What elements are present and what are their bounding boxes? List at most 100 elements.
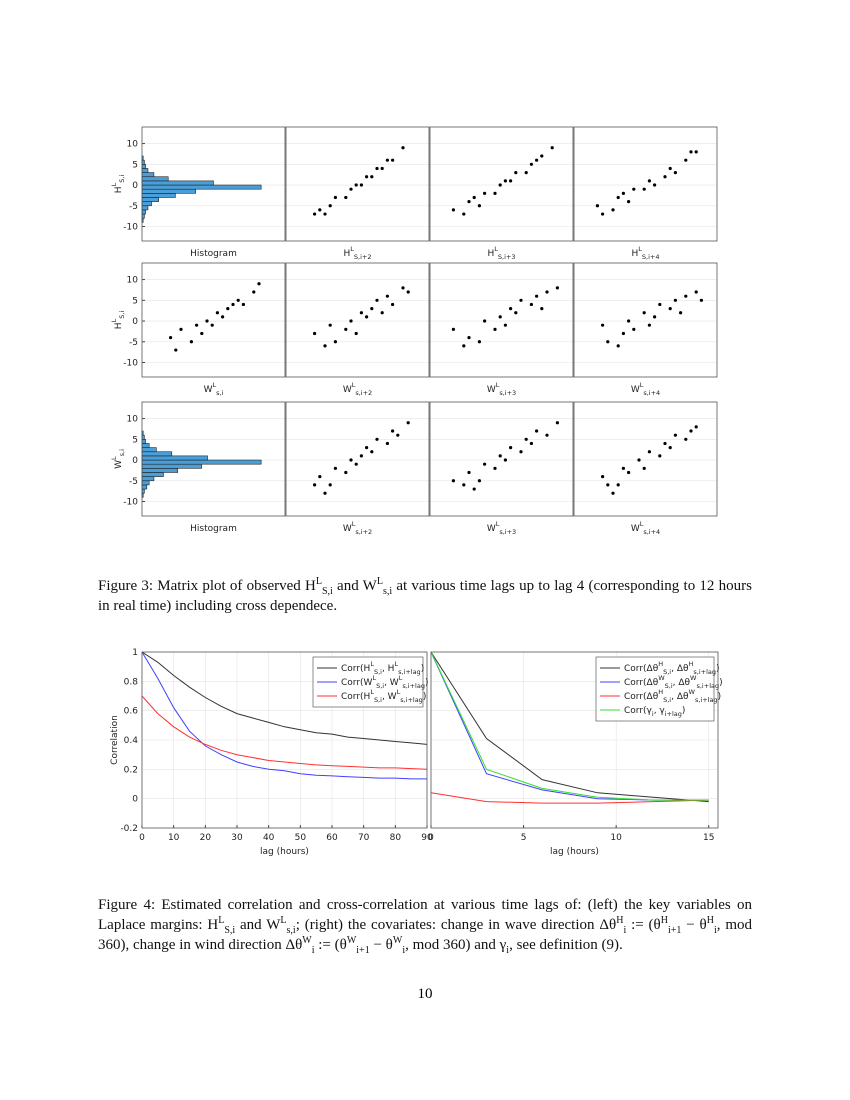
- scatter-point: [529, 441, 534, 446]
- scatter-point: [354, 183, 358, 187]
- panel-frame: [429, 126, 574, 242]
- scatter-point: [606, 483, 610, 487]
- scatter-point: [653, 183, 657, 187]
- y-tick-label: -0.2: [120, 824, 138, 834]
- scatter-point: [673, 298, 678, 302]
- scatter-point: [555, 286, 560, 290]
- scatter-point: [359, 311, 363, 315]
- scatter-point: [621, 191, 626, 195]
- scatter-point: [328, 323, 332, 327]
- scatter-point: [555, 421, 560, 425]
- histogram-bar: [141, 459, 262, 465]
- histogram-bar: [141, 193, 176, 198]
- scatter-point: [323, 212, 327, 216]
- scatter-point: [611, 491, 615, 495]
- scatter-point: [318, 475, 322, 479]
- legend-label: Corr(WLS,i, WLs,i+lag): [341, 674, 428, 690]
- scatter-point: [215, 311, 219, 315]
- scatter-point: [313, 483, 317, 487]
- x-axis-label: HLS,i+4: [632, 245, 660, 261]
- scatter-point: [606, 340, 610, 344]
- histogram-bar: [141, 205, 149, 211]
- panel-frame: [573, 126, 718, 242]
- series-line: [430, 651, 709, 801]
- x-axis-label: WLs,i+3: [487, 381, 516, 397]
- scatter-point: [616, 483, 620, 487]
- histogram-bar: [141, 463, 202, 469]
- scatter-point: [472, 487, 476, 491]
- panel-frame: [573, 262, 718, 378]
- panel-frame: [285, 126, 430, 242]
- histogram-bar: [141, 176, 169, 182]
- panel-frame: [430, 651, 719, 829]
- scatter-point: [514, 311, 518, 315]
- scatter-point: [359, 454, 363, 458]
- y-axis-label: HLS,i: [110, 311, 126, 330]
- scatter-point: [595, 204, 600, 208]
- scatter-point: [226, 307, 230, 311]
- y-axis-label: WLs,i: [110, 449, 126, 469]
- scatter-point: [344, 195, 348, 200]
- scatter-point: [509, 179, 513, 183]
- scatter-point: [349, 319, 353, 323]
- scatter-point: [241, 302, 245, 307]
- y-tick-label: 1: [132, 648, 138, 658]
- x-tick-label: 20: [200, 833, 212, 843]
- y-tick-label: 0: [132, 794, 138, 804]
- scatter-point: [668, 446, 672, 450]
- x-tick-label: 30: [231, 833, 243, 843]
- panel-background: [286, 402, 429, 516]
- scatter-point: [509, 307, 513, 311]
- scatter-point: [627, 319, 631, 323]
- panel-background: [574, 127, 717, 241]
- panel-frame: [285, 401, 430, 517]
- panel-background: [286, 263, 429, 377]
- scatter-point: [333, 340, 337, 344]
- scatter-point: [627, 470, 631, 475]
- histogram-bar: [141, 168, 149, 173]
- scatter-point: [189, 340, 193, 344]
- y-tick-label: 10: [127, 139, 139, 149]
- scatter-point: [323, 344, 327, 348]
- scatter-point: [354, 331, 358, 336]
- histogram-bar: [141, 447, 157, 453]
- scatter-point: [616, 344, 620, 348]
- scatter-point: [689, 429, 693, 433]
- legend-label: Corr(HLS,i, WLs,i+lag): [341, 688, 426, 704]
- x-axis-label: lag (hours): [550, 847, 599, 857]
- figure-3-caption: Figure 3: Matrix plot of observed HLS,i …: [98, 576, 752, 615]
- scatter-point: [679, 311, 683, 315]
- scatter-point: [323, 491, 327, 495]
- x-axis-label: Histogram: [190, 249, 237, 259]
- scatter-point: [653, 315, 657, 319]
- scatter-point: [540, 307, 544, 311]
- scatter-point: [179, 327, 183, 331]
- panel-frame: [141, 651, 428, 829]
- legend-label: Corr(HLS,i, HLs,i+lag): [341, 660, 424, 676]
- histogram-bar: [141, 476, 155, 482]
- panel-frame: [141, 262, 286, 378]
- scatter-point: [380, 311, 384, 315]
- scatter-point: [658, 454, 662, 458]
- scatter-point: [451, 479, 455, 483]
- scatter-point: [344, 327, 348, 331]
- x-tick-label: 0: [428, 833, 434, 843]
- y-tick-label: 10: [127, 275, 139, 285]
- scatter-point: [385, 294, 389, 298]
- scatter-point: [231, 302, 235, 307]
- y-tick-label: 0: [132, 456, 138, 466]
- scatter-point: [174, 348, 178, 352]
- y-tick-label: 0.6: [124, 706, 139, 716]
- x-tick-label: 70: [358, 833, 370, 843]
- x-axis-label: WLs,i+4: [631, 520, 660, 536]
- y-tick-label: -10: [123, 497, 138, 507]
- scatter-point: [385, 158, 389, 162]
- scatter-point: [169, 336, 173, 340]
- scatter-point: [535, 294, 539, 298]
- scatter-point: [601, 212, 605, 216]
- scatter-point: [493, 191, 497, 195]
- scatter-point: [668, 307, 672, 311]
- scatter-point: [694, 290, 698, 294]
- scatter-point: [313, 212, 317, 216]
